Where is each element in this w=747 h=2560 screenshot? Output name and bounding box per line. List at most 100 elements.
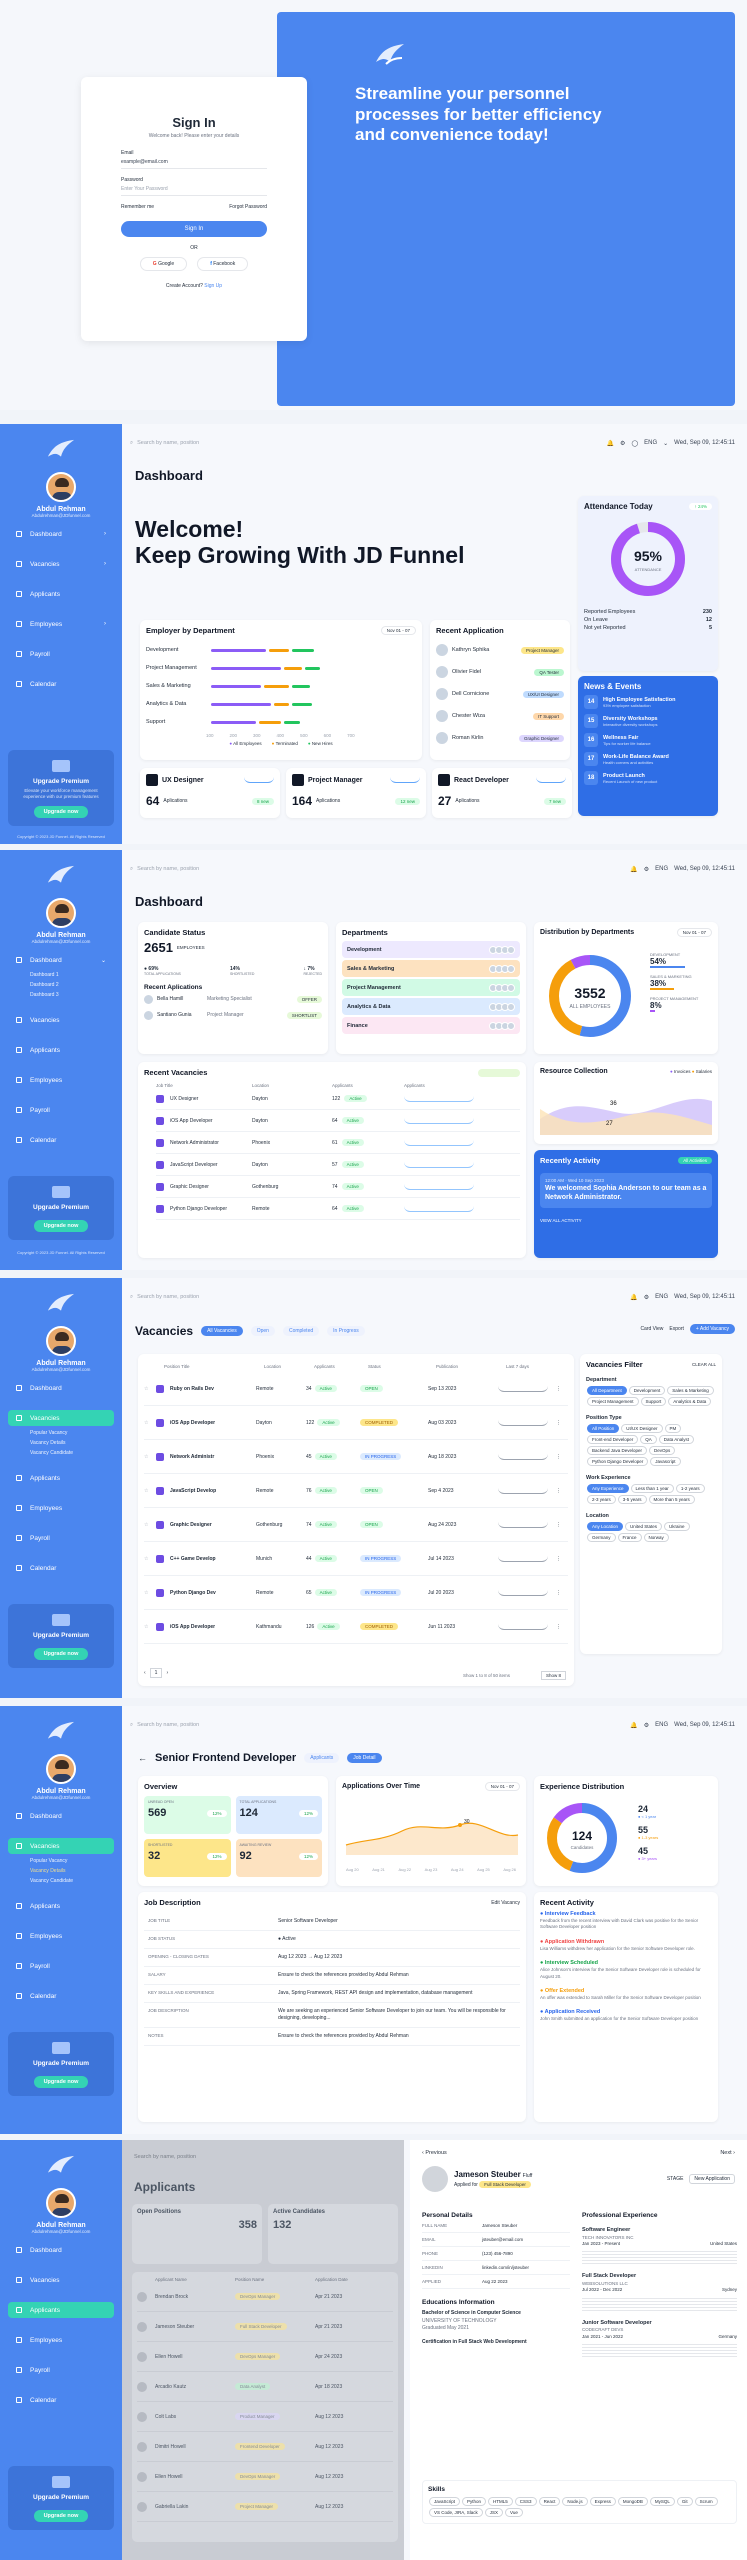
forgot-password-link[interactable]: Forgot Password xyxy=(229,204,267,210)
star-icon[interactable]: ☆ xyxy=(144,1521,149,1528)
avatar[interactable] xyxy=(46,898,76,928)
recent-item[interactable]: Olivier Fidel QA Tester xyxy=(436,661,564,683)
facebook-button[interactable]: f Facebook xyxy=(197,257,249,271)
filter-chip[interactable]: Javascript xyxy=(650,1457,681,1466)
gear-icon[interactable]: ⚙ xyxy=(620,440,626,447)
chevron-down-icon[interactable]: ⌄ xyxy=(663,440,669,447)
password-field[interactable]: Enter Your Password xyxy=(121,183,267,196)
news-item[interactable]: 17 Work-Life Balance Award Health corners … xyxy=(584,752,712,766)
language-select[interactable]: ENG xyxy=(644,440,658,446)
sidebar-item-applicants[interactable]: Applicants xyxy=(8,1898,114,1914)
filter-chip[interactable]: Germany xyxy=(587,1533,616,1542)
table-row[interactable]: Gabriella Lakin Project Manager Aug 12 202… xyxy=(137,2492,393,2522)
sidebar-subitem[interactable]: Popular Vacancy xyxy=(30,1858,68,1864)
filter-chip[interactable]: 1-2 years xyxy=(675,1484,705,1493)
sidebar-item-payroll[interactable]: Payroll xyxy=(8,2362,114,2378)
sidebar-item-employees[interactable]: Employees xyxy=(8,1928,114,1944)
sidebar-item-employees[interactable]: Employees › xyxy=(8,616,114,632)
signin-button[interactable]: Sign In xyxy=(121,221,267,237)
next-button[interactable]: Next › xyxy=(720,2150,735,2156)
tab-job-detail[interactable]: Job Detail xyxy=(347,1753,382,1763)
cand-recent-item[interactable]: Santiano Gunia Project Manager SHORTLIST xyxy=(144,1007,322,1023)
back-icon[interactable]: ← xyxy=(138,1753,147,1763)
sidebar-item-payroll[interactable]: Payroll xyxy=(8,1102,114,1118)
cand-recent-item[interactable]: Bella Hamill Marketing Specialist OFFER xyxy=(144,991,322,1007)
dept-row[interactable]: Finance xyxy=(342,1017,520,1034)
table-row[interactable]: Brendan Brock DevOps Manager Apr 21 2023 xyxy=(137,2282,393,2312)
filter-chip[interactable]: Analytics & Data xyxy=(668,1397,712,1406)
next-page[interactable]: › xyxy=(166,1670,169,1676)
sidebar-item-vacancies[interactable]: Vacancies xyxy=(8,1838,114,1854)
activity-item[interactable]: ● Application Withdrawn Lisa Williams wit… xyxy=(540,1939,712,1952)
sidebar-item-calendar[interactable]: Calendar xyxy=(8,1132,114,1148)
sidebar-item-payroll[interactable]: Payroll xyxy=(8,646,114,662)
table-row[interactable]: JavaScript Developer Dayton 57 Active xyxy=(156,1154,520,1176)
table-row[interactable]: ☆ iOS App Developer Dayton 122 Active COMPLET… xyxy=(144,1406,568,1440)
star-icon[interactable]: ☆ xyxy=(144,1589,149,1596)
apps-filter[interactable]: Nov 01 - 07 xyxy=(484,1782,520,1791)
news-item[interactable]: 18 Product Launch Recent Launch of new pro… xyxy=(584,771,712,785)
filter-chip[interactable]: Project Management xyxy=(587,1397,639,1406)
table-row[interactable]: iOS App Developer Dayton 64 Active xyxy=(156,1110,520,1132)
star-icon[interactable]: ☆ xyxy=(144,1453,149,1460)
sidebar-item-vacancies[interactable]: Vacancies xyxy=(8,1410,114,1426)
star-icon[interactable]: ☆ xyxy=(144,1555,149,1562)
language-select[interactable]: ENG xyxy=(655,1294,669,1300)
stage-select[interactable]: New Application xyxy=(689,2174,735,2184)
sidebar-subitem[interactable]: Vacancy Candidate xyxy=(30,1878,73,1884)
sidebar-item-calendar[interactable]: Calendar xyxy=(8,1560,114,1576)
table-row[interactable]: Arcadio Kautz Data Analyst Apr 18 2023 xyxy=(137,2372,393,2402)
upgrade-button[interactable]: Upgrade now xyxy=(33,1648,89,1660)
table-row[interactable]: ☆ Python Django Dev Remote 65 Active IN PROGR… xyxy=(144,1576,568,1610)
remember-checkbox[interactable]: Remember me xyxy=(121,204,155,210)
bell-icon[interactable]: 🔔 xyxy=(630,866,638,873)
avatar[interactable] xyxy=(46,2188,76,2218)
page-1[interactable]: 1 xyxy=(149,1668,163,1678)
filter-chip[interactable]: More than 5 years xyxy=(648,1495,695,1504)
more-icon[interactable]: ⋮ xyxy=(556,1589,561,1596)
tab-in-progress[interactable]: In Progress xyxy=(327,1326,365,1336)
filter-chip[interactable]: Data Analyst xyxy=(658,1435,695,1444)
filter-chip[interactable]: DevOps xyxy=(649,1446,676,1455)
search-input[interactable]: Search by name, position xyxy=(134,2154,197,2160)
table-row[interactable]: Ellen Howell DevOps Manager Apr 24 2023 xyxy=(137,2342,393,2372)
table-row[interactable]: ☆ JavaScript Develop Remote 76 Active OPEN Sep… xyxy=(144,1474,568,1508)
sidebar-item-applicants[interactable]: Applicants xyxy=(8,586,114,602)
card-view-button[interactable]: Card View xyxy=(640,1326,664,1332)
activity-item[interactable]: ● Interview Feedback Feedback from the re… xyxy=(540,1911,712,1931)
sidebar-item-vacancies[interactable]: Vacancies xyxy=(8,2272,114,2288)
upgrade-button[interactable]: Upgrade now xyxy=(33,2510,89,2522)
stat-card[interactable]: React Developer 27 Aplications 7 new xyxy=(432,768,572,818)
gear-icon[interactable]: ⚙ xyxy=(643,866,650,873)
filter-chip[interactable]: Norway xyxy=(643,1533,669,1542)
sidebar-subitem[interactable]: Dashboard 2 xyxy=(30,982,59,988)
filter-chip[interactable]: United States xyxy=(625,1522,663,1531)
table-row[interactable]: UX Designer Dayton 122 Active xyxy=(156,1088,520,1110)
recent-item[interactable]: Kathryn Sphika Project Manager xyxy=(436,639,564,661)
export-button[interactable]: Export xyxy=(669,1326,684,1332)
tab-open[interactable]: Open xyxy=(250,1326,275,1336)
upgrade-button[interactable]: Upgrade now xyxy=(33,805,89,818)
recent-item[interactable]: Chester Wiza IT Support xyxy=(436,705,564,727)
sidebar-item-applicants[interactable]: Applicants xyxy=(8,2302,114,2318)
sidebar-item-dashboard[interactable]: Dashboard xyxy=(8,1380,114,1396)
filter-chip[interactable]: 3-5 years xyxy=(617,1495,647,1504)
filter-chip[interactable]: 2-3 years xyxy=(587,1495,616,1504)
recent-item[interactable]: Dell Cornicione UX/UI Designer xyxy=(436,683,564,705)
dept-row[interactable]: Sales & Marketing xyxy=(342,960,520,977)
filter-chip[interactable]: Backend Java Developer xyxy=(587,1446,648,1455)
filter-chip[interactable]: Support xyxy=(640,1397,667,1406)
table-row[interactable]: ☆ C++ Game Develop Munich 44 Active IN PROGRE… xyxy=(144,1542,568,1576)
filter-chip[interactable]: Front-end Developer xyxy=(587,1435,639,1444)
sidebar-subitem[interactable]: Vacancy Details xyxy=(30,1868,66,1874)
clear-all-button[interactable]: CLEAR ALL xyxy=(691,1362,716,1367)
table-row[interactable]: Dimitri Howell Frontend Developer Aug 12 2… xyxy=(137,2432,393,2462)
bell-icon[interactable]: 🔔 xyxy=(606,440,615,447)
filter-chip[interactable]: PM xyxy=(664,1424,682,1433)
sidebar-item-dashboard[interactable]: Dashboard ⌄ xyxy=(8,952,114,968)
prev-page[interactable]: ‹ xyxy=(144,1670,146,1676)
sidebar-subitem[interactable]: Popular Vacancy xyxy=(30,1430,68,1436)
gear-icon[interactable]: ⚙ xyxy=(643,1294,650,1301)
star-icon[interactable]: ☆ xyxy=(144,1623,149,1630)
bell-icon[interactable]: 🔔 xyxy=(630,1294,638,1301)
